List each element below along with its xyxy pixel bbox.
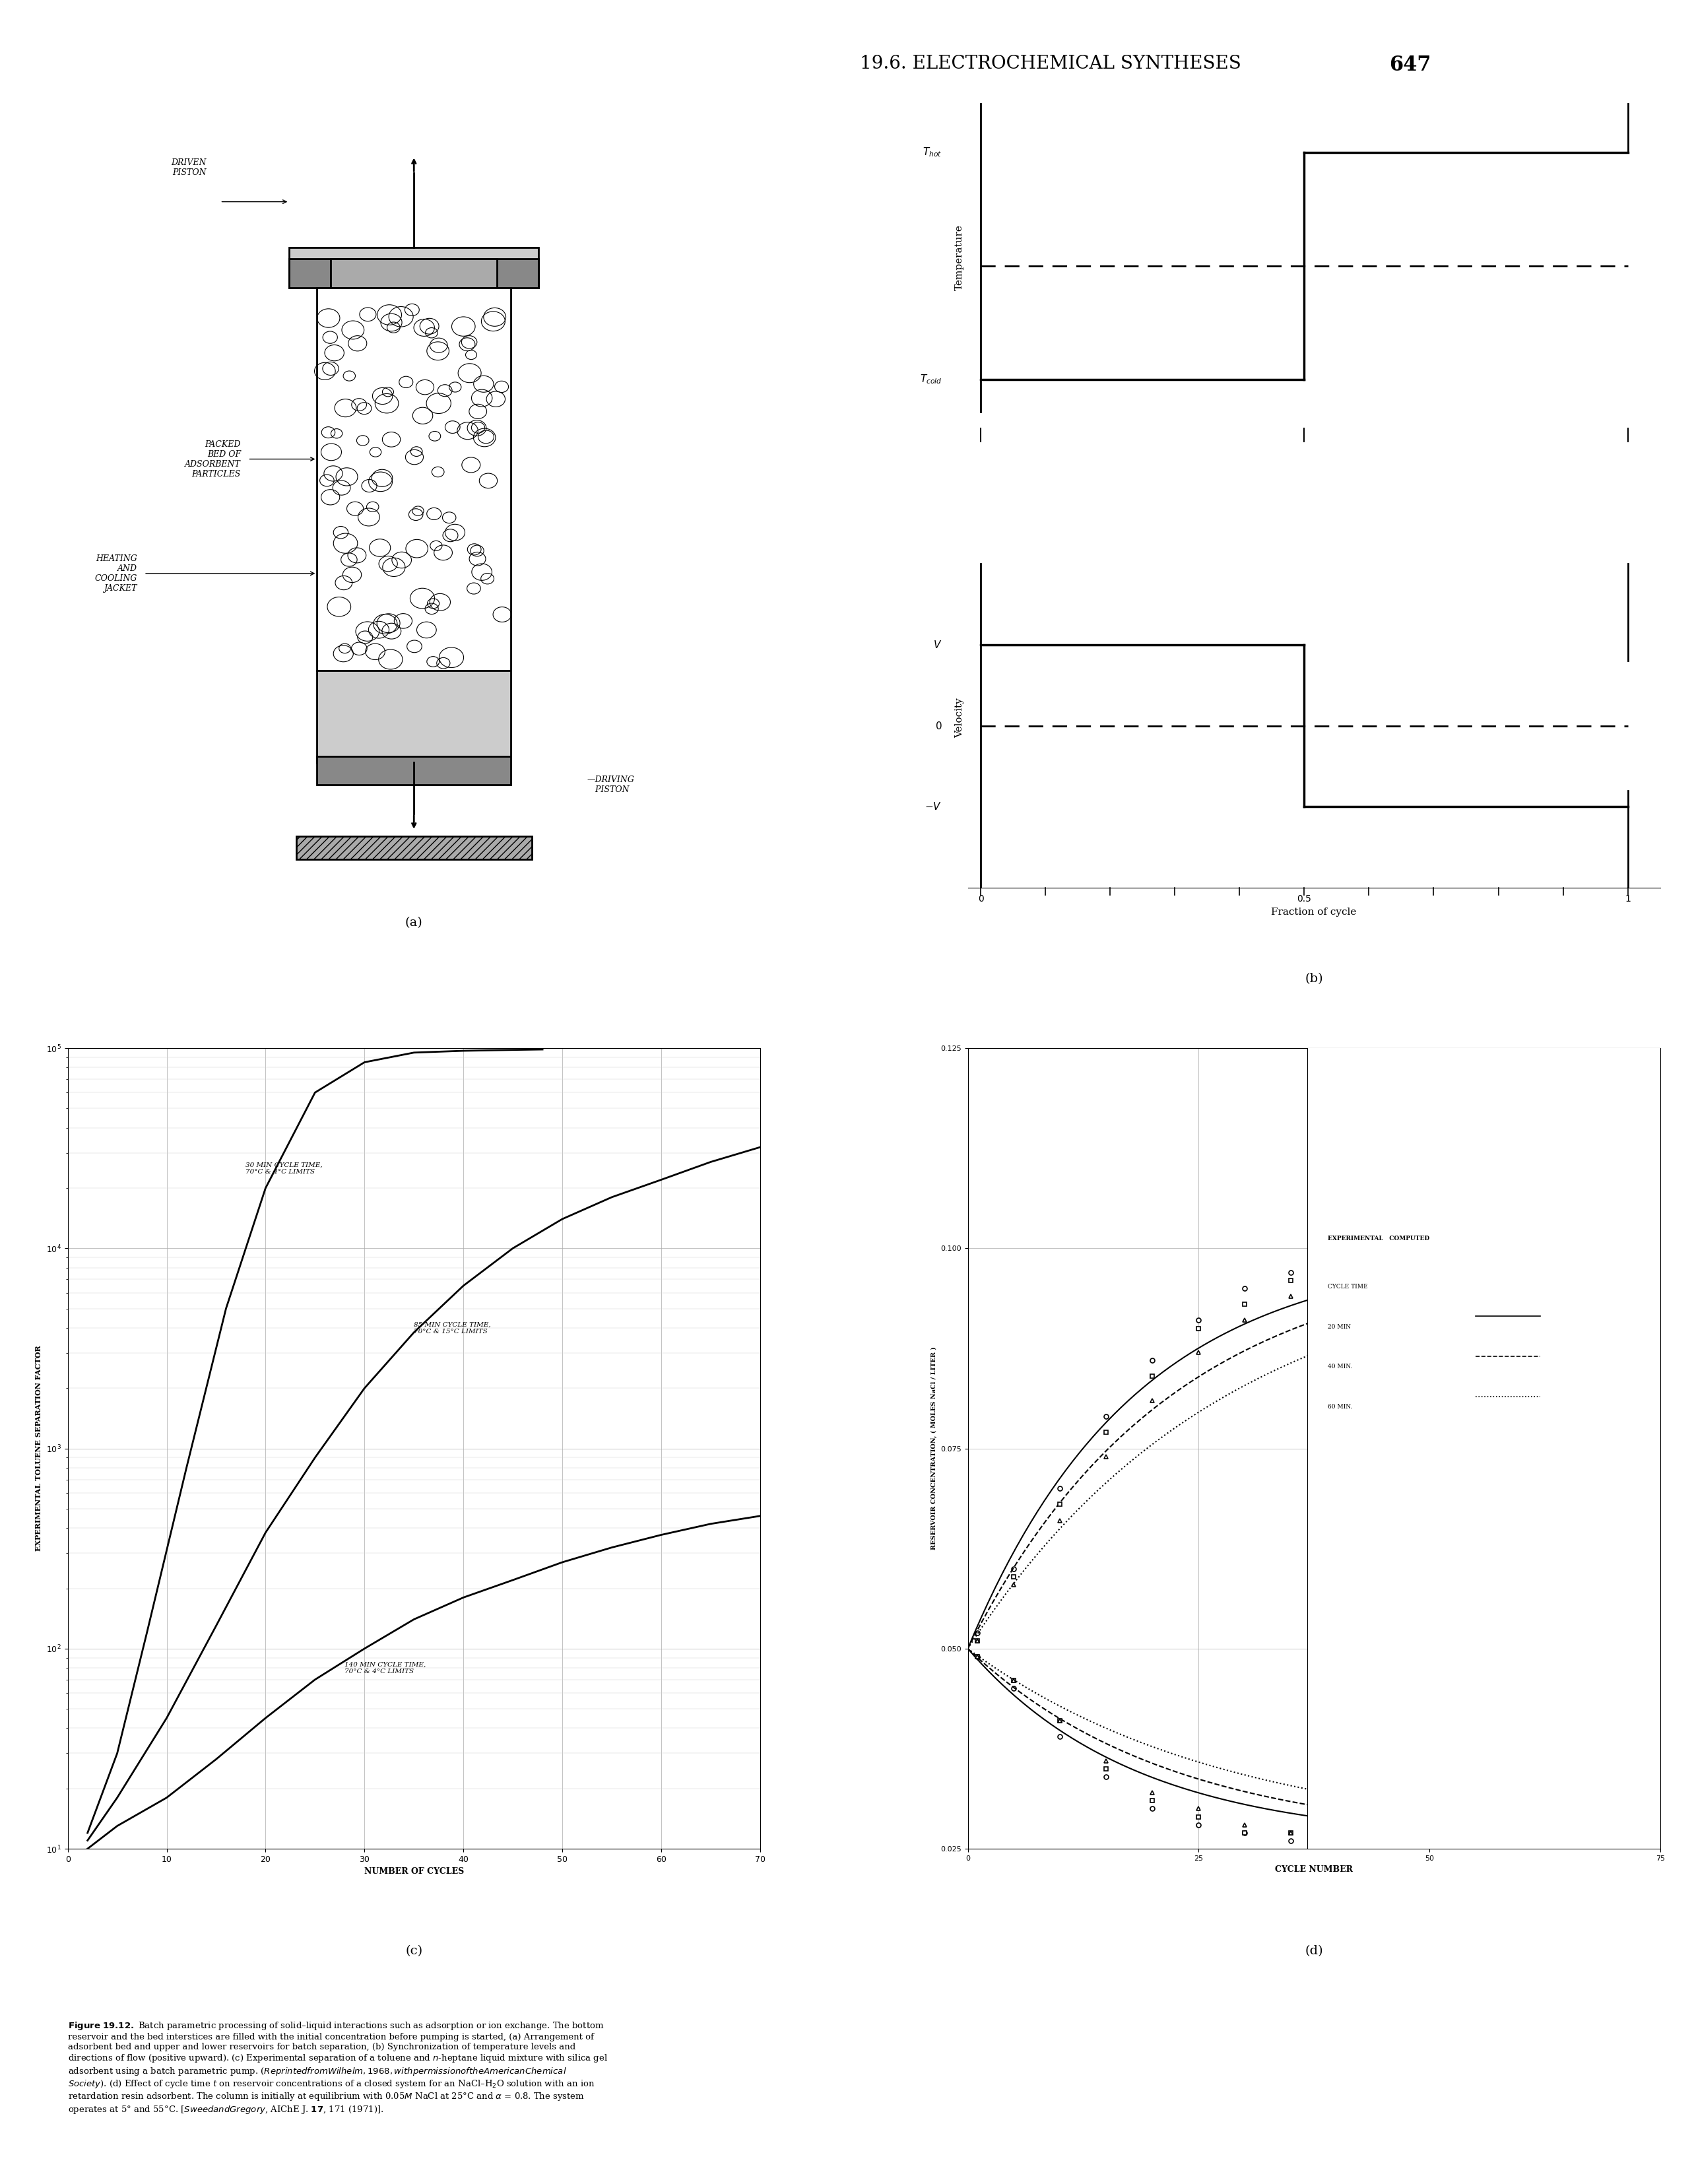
Text: △   60 MIN.: △ 60 MIN.: [1318, 1435, 1369, 1441]
Bar: [296, 836, 532, 858]
Text: —DRIVING
   PISTON: —DRIVING PISTON: [588, 775, 635, 795]
Text: 20 MIN: 20 MIN: [1328, 1324, 1350, 1330]
Text: CYCLE TIME: CYCLE TIME: [1328, 1284, 1367, 1289]
Text: DRIVEN
PISTON: DRIVEN PISTON: [171, 157, 207, 177]
Text: 140 MIN CYCLE TIME,
70°C & 4°C LIMITS: 140 MIN CYCLE TIME, 70°C & 4°C LIMITS: [344, 1662, 425, 1675]
Text: (c): (c): [405, 1944, 422, 1957]
Text: $\bf{Figure\ 19.12.}$ Batch parametric processing of solid–liquid interactions s: $\bf{Figure\ 19.12.}$ Batch parametric p…: [68, 2020, 608, 2116]
Text: PACKED
BED OF
ADSORBENT
PARTICLES: PACKED BED OF ADSORBENT PARTICLES: [185, 439, 241, 478]
Text: (b): (b): [1304, 974, 1323, 985]
Text: 85 MIN CYCLE TIME,
70°C & 15°C LIMITS: 85 MIN CYCLE TIME, 70°C & 15°C LIMITS: [413, 1321, 491, 1334]
Text: 60 MIN.: 60 MIN.: [1328, 1404, 1352, 1409]
Text: $T_{hot}$: $T_{hot}$: [923, 146, 942, 159]
X-axis label: Fraction of cycle: Fraction of cycle: [1270, 906, 1357, 917]
Text: EXPERIMENTAL  COMPUTED: EXPERIMENTAL COMPUTED: [1318, 1275, 1426, 1282]
Y-axis label: Temperature: Temperature: [955, 225, 964, 290]
Y-axis label: EXPERIMENTAL TOLUENE SEPARATION FACTOR: EXPERIMENTAL TOLUENE SEPARATION FACTOR: [36, 1345, 42, 1551]
Text: 30 MIN CYCLE TIME,
70°C & 4°C LIMITS: 30 MIN CYCLE TIME, 70°C & 4°C LIMITS: [246, 1162, 324, 1175]
FancyBboxPatch shape: [1308, 0, 1662, 2184]
Text: TOP: TOP: [1475, 1232, 1496, 1241]
Bar: [290, 260, 539, 288]
Text: $0$: $0$: [935, 721, 942, 732]
Bar: [317, 288, 512, 670]
Text: BOTTOM: BOTTOM: [1475, 1841, 1518, 1850]
Text: (d): (d): [1304, 1944, 1323, 1957]
X-axis label: CYCLE NUMBER: CYCLE NUMBER: [1276, 1865, 1354, 1874]
Text: EXPERIMENTAL   COMPUTED: EXPERIMENTAL COMPUTED: [1328, 1236, 1430, 1243]
X-axis label: NUMBER OF CYCLES: NUMBER OF CYCLES: [364, 1867, 464, 1876]
Bar: [317, 670, 512, 762]
Text: $-V$: $-V$: [925, 802, 942, 812]
Text: (a): (a): [405, 917, 423, 928]
Text: □   40 MIN.: □ 40 MIN.: [1318, 1396, 1367, 1402]
Y-axis label: Velocity: Velocity: [955, 697, 964, 738]
Y-axis label: RESERVOIR CONCENTRATION, ( MOLES NaCl / LITER ): RESERVOIR CONCENTRATION, ( MOLES NaCl / …: [930, 1348, 937, 1551]
Bar: [317, 756, 512, 784]
Text: CYCLE TIME: CYCLE TIME: [1318, 1315, 1362, 1321]
Text: TOP   o   20 MIN: TOP o 20 MIN: [1318, 1356, 1369, 1361]
Text: 19.6. ELECTROCHEMICAL SYNTHESES: 19.6. ELECTROCHEMICAL SYNTHESES: [859, 55, 1242, 72]
Text: $V$: $V$: [933, 640, 942, 651]
Bar: [290, 247, 539, 288]
Bar: [330, 260, 496, 288]
Text: $T_{cold}$: $T_{cold}$: [920, 373, 942, 387]
Text: 40 MIN.: 40 MIN.: [1328, 1363, 1352, 1369]
Text: 647: 647: [1389, 55, 1431, 74]
Text: HEATING
AND
COOLING
JACKET: HEATING AND COOLING JACKET: [95, 555, 137, 592]
